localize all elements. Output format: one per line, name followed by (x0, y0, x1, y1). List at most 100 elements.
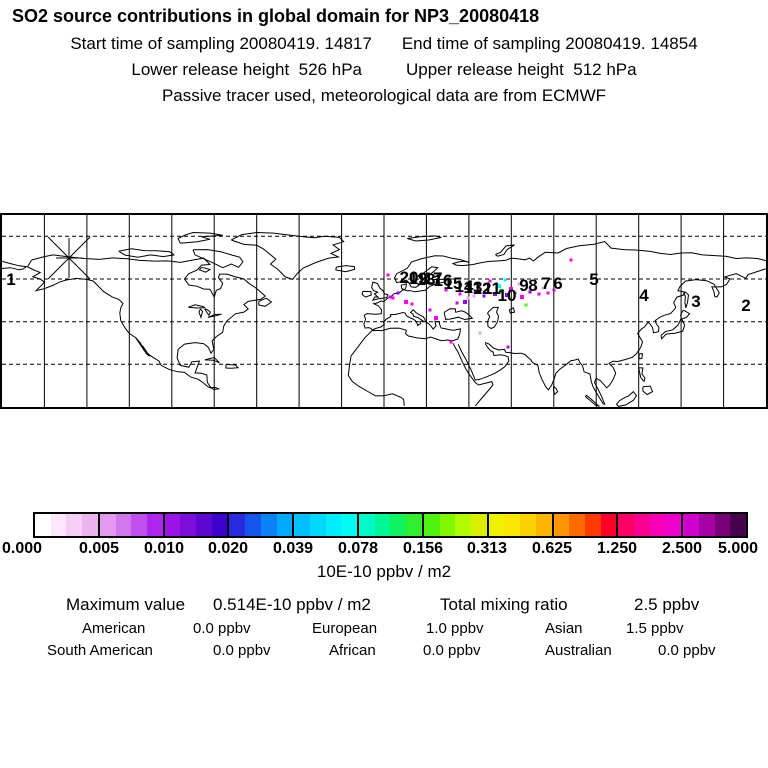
source-contribution-dot (458, 292, 462, 296)
trajectory-day-label: 16 (434, 271, 453, 290)
colorbar-tick-9: 1.250 (596, 540, 638, 557)
coastline (135, 337, 150, 357)
colorbar-cell (164, 514, 181, 536)
colorbar-cell (341, 514, 358, 536)
colorbar-cell (390, 514, 407, 536)
source-label-asian: Asian (545, 620, 583, 637)
colorbar-segment-7 (488, 514, 554, 536)
source-value-european: 1.0 ppbv (426, 620, 484, 637)
colorbar-cell (82, 514, 98, 536)
coastline (452, 342, 494, 407)
colorbar-cell (488, 514, 505, 536)
source-contribution-dot (546, 291, 550, 295)
coastline (552, 385, 559, 396)
colorbar-cell (146, 514, 163, 536)
colorbar-cell (584, 514, 601, 536)
colorbar-tick-3: 0.020 (207, 540, 249, 557)
source-label-european: European (312, 620, 378, 637)
colorbar-tick-11: 5.000 (717, 540, 759, 557)
colorbar-cell (99, 514, 116, 536)
colorbar-cell (309, 514, 326, 536)
source-contribution-dot (388, 295, 392, 299)
source-contribution-dot (488, 279, 492, 283)
coastline (188, 304, 206, 309)
colorbar-cell (211, 514, 228, 536)
colorbar-tick-2: 0.010 (143, 540, 185, 557)
colorbar-tick-4: 0.039 (272, 540, 314, 557)
colorbar-segment-1 (99, 514, 165, 536)
coastline (495, 244, 515, 257)
colorbar-cell (180, 514, 197, 536)
coastline (118, 248, 176, 258)
colorbar-cell (325, 514, 342, 536)
source-contribution-dot (463, 300, 467, 304)
start-time-text: Start time of sampling 20080419. 14817 (70, 34, 372, 53)
coastline (258, 297, 273, 307)
coastline (443, 240, 767, 267)
colorbar-cell (569, 514, 585, 536)
colorbar-cell (683, 514, 699, 536)
upper-release-text: Upper release height 512 hPa (406, 60, 637, 79)
colorbar-cell (535, 514, 552, 536)
colorbar-cell (634, 514, 650, 536)
colorbar-segment-5 (359, 514, 424, 536)
coastline (683, 291, 690, 308)
colorbar-cell (520, 514, 536, 536)
source-contribution-dot (537, 292, 541, 296)
trajectory-day-label: 20 (400, 268, 419, 287)
colorbar-segment-6 (423, 514, 489, 536)
source-value-australian: 0.0 ppbv (658, 642, 716, 659)
source-contribution-dot (449, 340, 453, 344)
source-contribution-dot (552, 288, 556, 292)
source-contribution-dot (506, 345, 510, 349)
colorbar-cell (406, 514, 422, 536)
colorbar-cell (423, 514, 440, 536)
colorbar-cell (504, 514, 521, 536)
page-title: SO2 source contributions in global domai… (12, 6, 540, 26)
source-contribution-dot (455, 301, 459, 305)
colorbar-cell (229, 514, 246, 536)
source-contribution-dot (472, 294, 476, 298)
colorbar-cell (245, 514, 261, 536)
colorbar-cell (131, 514, 147, 536)
source-label-australian: Australian (545, 642, 612, 659)
source-value-asian: 1.5 ppbv (626, 620, 684, 637)
trajectory-day-label: 8 (528, 276, 537, 295)
colorbar-cell (294, 514, 310, 536)
lower-release-text: Lower release height 526 hPa (131, 60, 362, 79)
colorbar-segment-3 (229, 514, 295, 536)
colorbar-cell (649, 514, 666, 536)
coastline (457, 343, 510, 381)
colorbar-tick-7: 0.313 (466, 540, 508, 557)
colorbar-cell (35, 514, 51, 536)
colorbar-cell (553, 514, 570, 536)
coastline (1, 260, 28, 271)
source-contribution-dot (505, 293, 509, 297)
colorbar-segment-10 (683, 514, 746, 536)
coastline (616, 390, 638, 407)
coastline (335, 265, 356, 273)
source-value-african: 0.0 ppbv (423, 642, 481, 659)
colorbar-cell (455, 514, 471, 536)
colorbar-cell (276, 514, 293, 536)
coastline (660, 309, 691, 340)
source-contribution-dot (569, 258, 573, 262)
coastline (371, 281, 389, 301)
world-map: 1 2 3 4 5 6 7 8 9 10 11 12 13 14 15 16 17 18 19 20 (0, 213, 768, 409)
trajectory-day-label: 2 (741, 296, 750, 315)
colorbar-segment-9 (618, 514, 684, 536)
coastline (642, 385, 654, 396)
source-value-american: 0.0 ppbv (193, 620, 251, 637)
source-contribution-dot (404, 300, 408, 304)
coastline (638, 367, 646, 383)
coastline (361, 290, 372, 298)
source-contribution-dot (386, 273, 390, 277)
colorbar-tick-10: 2.500 (661, 540, 703, 557)
trajectory-day-label: 17 (424, 269, 443, 288)
trajectory-day-label: 1 (6, 270, 15, 289)
trajectory-day-label: 18 (417, 270, 436, 289)
source-contribution-dot (493, 292, 497, 296)
tracer-note-line: Passive tracer used, meteorological data… (0, 86, 768, 106)
